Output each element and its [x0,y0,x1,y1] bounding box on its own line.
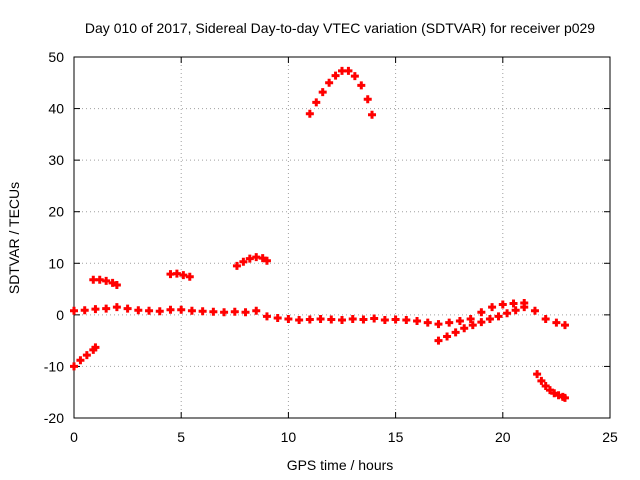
y-tick-label: 40 [48,101,64,117]
data-point [424,319,432,327]
data-point [319,88,327,96]
data-point [145,307,153,315]
data-point [359,315,367,323]
data-point [306,110,314,118]
data-point [351,72,359,80]
y-tick-label: 10 [48,255,64,271]
data-point [503,309,511,317]
series-seg-4.5h [166,270,193,281]
data-point [392,315,400,323]
x-tick-label: 20 [495,429,511,445]
series-seg-8h [233,253,271,270]
data-point [368,111,376,119]
data-point [488,303,496,311]
data-point [357,81,365,89]
y-tick-labels: -20 -10 0 10 20 30 40 50 [44,49,64,426]
x-tick-label: 25 [602,429,618,445]
data-point [70,307,78,315]
data-point [81,306,89,314]
data-point [231,308,239,316]
data-point [177,306,185,314]
data-point [460,324,468,332]
data-point [102,305,110,313]
data-point [445,319,453,327]
data-point [312,98,320,106]
data-point [113,303,121,311]
data-point [456,317,464,325]
data-point [252,307,260,315]
y-tick-label: 0 [56,307,64,323]
x-tick-label: 10 [281,429,297,445]
data-point [325,79,333,87]
data-point [434,320,442,328]
y-tick-label: -20 [44,410,64,426]
data-point [199,307,207,315]
data-point [477,318,485,326]
data-point [486,315,494,323]
data-points [70,67,569,402]
chart: Day 010 of 2017, Sidereal Day-to-day VTE… [0,0,640,480]
data-point [338,316,346,324]
x-axis-label: GPS time / hours [287,457,394,473]
data-point [402,316,410,324]
series-main-band [70,299,569,329]
data-point [70,362,78,370]
data-point [364,95,372,103]
series-seg-1h [89,276,121,289]
plot-frame [74,57,610,418]
data-point [349,315,357,323]
data-point [531,307,539,315]
y-tick-label: 20 [48,204,64,220]
series-seg-22h [533,370,569,402]
grid [74,57,610,418]
data-point [295,316,303,324]
x-tick-label: 0 [70,429,78,445]
data-point [495,312,503,320]
data-point [561,321,569,329]
data-point [542,315,550,323]
x-tick-label: 15 [388,429,404,445]
data-point [124,305,132,313]
data-point [370,314,378,322]
data-point [381,316,389,324]
data-point [452,328,460,336]
data-point [156,307,164,315]
data-point [188,307,196,315]
data-point [317,315,325,323]
data-point [306,315,314,323]
data-point [263,312,271,320]
data-point [166,306,174,314]
data-point [499,301,507,309]
y-tick-label: 30 [48,152,64,168]
data-point [332,72,340,80]
series-arc-12h [306,67,376,119]
data-point [443,333,451,341]
data-point [344,67,352,75]
y-tick-label: 50 [48,49,64,65]
x-tick-label: 5 [177,429,185,445]
data-point [76,356,84,364]
data-point [134,306,142,314]
data-point [91,305,99,313]
data-point [552,319,560,327]
chart-title: Day 010 of 2017, Sidereal Day-to-day VTE… [85,20,595,36]
y-axis-label: SDTVAR / TECUs [6,182,22,294]
data-point [434,337,442,345]
data-point [327,315,335,323]
data-point [284,315,292,323]
y-tick-label: -10 [44,358,64,374]
data-point [83,351,91,359]
x-tick-labels: 0 5 10 15 20 25 [70,429,618,445]
data-point [413,317,421,325]
ticks [74,57,610,418]
